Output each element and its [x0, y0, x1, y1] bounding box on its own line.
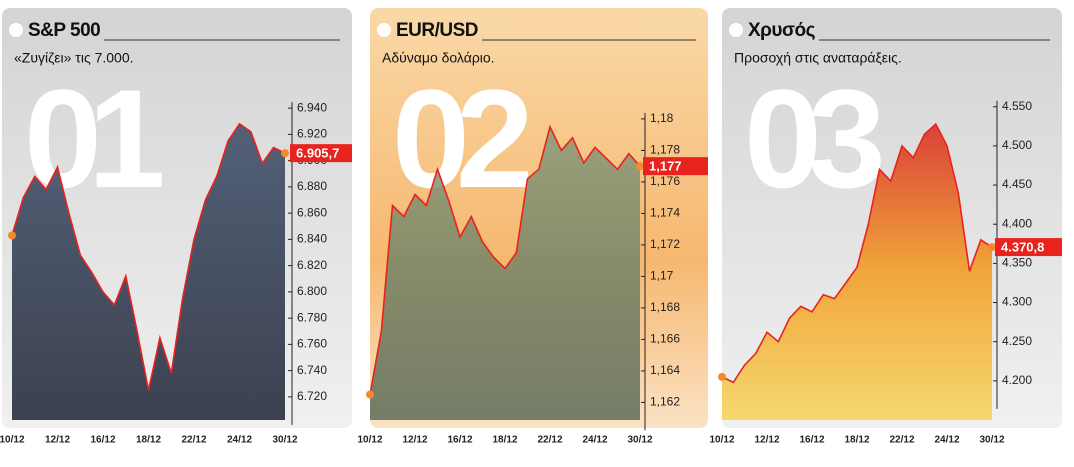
line — [721, 122, 993, 384]
area — [12, 123, 285, 421]
y-tick-label: 1,166 — [650, 332, 680, 346]
y-tick-label: 4.450 — [1002, 177, 1032, 191]
y-tick-label: 6.740 — [297, 363, 327, 377]
x-tick-label: 10/12 — [357, 435, 382, 446]
end-dot — [988, 243, 996, 252]
x-tick-label: 22/12 — [537, 435, 562, 446]
y-tick-label: 6.820 — [297, 258, 327, 272]
chart-title: EUR/USD — [396, 20, 478, 41]
value-badge — [290, 144, 352, 163]
y-tick-label: 4.550 — [1002, 99, 1032, 113]
y-tick-label: 4.350 — [1002, 256, 1032, 270]
y-tick-label: 1,176 — [650, 174, 680, 188]
area — [722, 124, 992, 420]
chart-title: S&P 500 — [28, 20, 100, 41]
y-tick-label: 4.500 — [1002, 138, 1032, 152]
y-tick-label: 1,18 — [650, 111, 674, 125]
title-bullet — [9, 23, 23, 37]
chart-title: Χρυσός — [748, 20, 816, 41]
start-dot — [366, 390, 374, 399]
x-tick-label: 22/12 — [889, 435, 914, 446]
value-label: 1,177 — [649, 159, 682, 174]
value-label: 4.370,8 — [1001, 240, 1044, 255]
start-dot — [718, 372, 726, 381]
y-tick-label: 4.400 — [1002, 216, 1032, 230]
x-tick-label: 24/12 — [582, 435, 607, 446]
panel: 01S&P 500«Ζυγίζει» τις 7.000.6.7206.7406… — [0, 8, 352, 446]
y-tick-label: 6.840 — [297, 232, 327, 246]
y-tick-label: 6.940 — [297, 100, 327, 114]
chart-subtitle: «Ζυγίζει» τις 7.000. — [14, 50, 134, 66]
y-tick-label: 1,168 — [650, 300, 680, 314]
start-dot — [8, 231, 16, 240]
end-dot — [281, 149, 289, 158]
y-tick-label: 1,172 — [650, 237, 680, 251]
big-number: 03 — [744, 60, 881, 217]
y-tick-label: 6.760 — [297, 337, 327, 351]
y-tick-label: 6.880 — [297, 179, 327, 193]
x-tick-label: 12/12 — [45, 435, 70, 446]
y-tick-label: 1,164 — [650, 363, 680, 377]
title-bullet — [729, 23, 743, 37]
area — [370, 126, 640, 421]
value-label: 6.905,7 — [296, 146, 339, 161]
x-tick-label: 30/12 — [979, 435, 1004, 446]
y-tick-label: 6.920 — [297, 127, 327, 141]
x-tick-label: 22/12 — [181, 435, 206, 446]
panel: 02 EUR/USD Αδύναμο δολάριο. 1,162 1,164 1,166… — [357, 8, 708, 446]
x-tick-label: 12/12 — [754, 435, 779, 446]
y-tick-label: 1,17 — [650, 269, 674, 283]
title-bullet — [377, 23, 391, 37]
x-tick-label: 16/12 — [447, 435, 472, 446]
x-tick-label: 18/12 — [136, 435, 161, 446]
x-tick-label: 30/12 — [272, 435, 297, 446]
x-tick-label: 12/12 — [402, 435, 427, 446]
y-tick-label: 6.800 — [297, 284, 327, 298]
x-tick-label: 16/12 — [799, 435, 824, 446]
value-badge — [995, 238, 1062, 257]
chart-subtitle: Προσοχή στις αναταράξεις. — [734, 50, 902, 66]
y-tick-label: 1,174 — [650, 206, 680, 220]
value-badge — [643, 157, 708, 176]
big-number: 02 — [392, 60, 529, 217]
line — [369, 124, 641, 395]
y-tick-label: 6.720 — [297, 389, 327, 403]
x-tick-label: 24/12 — [934, 435, 959, 446]
y-tick-label: 6.860 — [297, 205, 327, 219]
panel: 03 Χρυσός Προσοχή στις αναταράξεις. 4.200 4.… — [709, 8, 1062, 446]
y-tick-label: 1,178 — [650, 143, 680, 157]
y-tick-label: 6.780 — [297, 310, 327, 324]
x-tick-label: 10/12 — [709, 435, 734, 446]
y-tick-label: 4.300 — [1002, 295, 1032, 309]
y-tick-label: 4.250 — [1002, 334, 1032, 348]
line — [11, 122, 286, 391]
x-tick-label: 18/12 — [492, 435, 517, 446]
x-tick-label: 30/12 — [627, 435, 652, 446]
x-tick-label: 10/12 — [0, 435, 25, 446]
y-tick-label: 4.200 — [1002, 373, 1032, 387]
end-dot — [636, 162, 644, 171]
x-tick-label: 18/12 — [844, 435, 869, 446]
x-tick-label: 24/12 — [227, 435, 252, 446]
x-tick-label: 16/12 — [90, 435, 115, 446]
y-tick-label: 1,162 — [650, 395, 680, 409]
chart-subtitle: Αδύναμο δολάριο. — [382, 50, 495, 66]
